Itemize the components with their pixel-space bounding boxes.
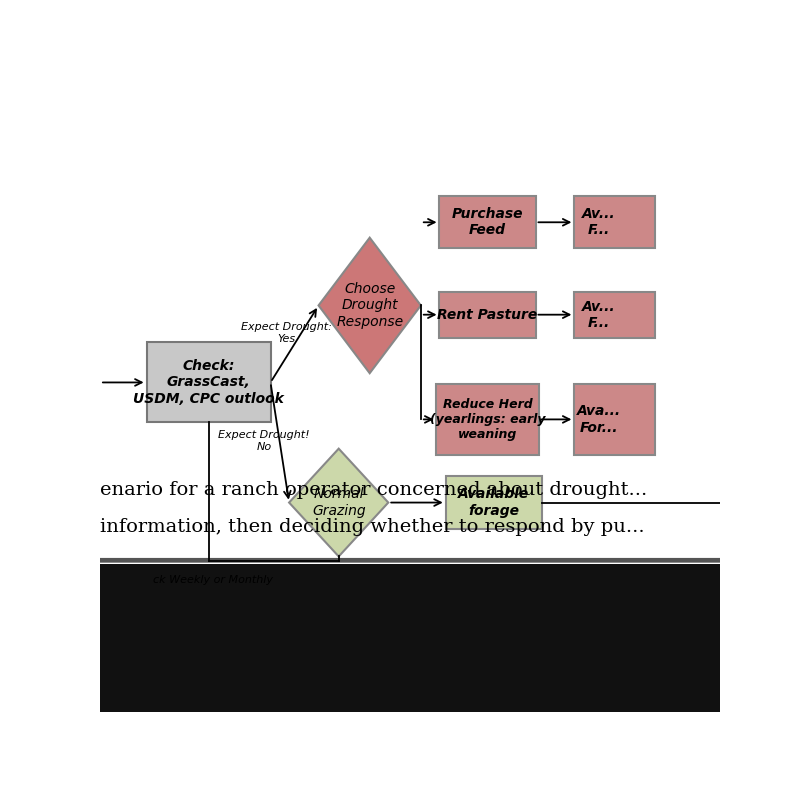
Text: Normal
Grazing: Normal Grazing — [312, 487, 366, 518]
Text: ck Weekly or Monthly: ck Weekly or Monthly — [153, 574, 273, 585]
Text: Expect Drought:
Yes: Expect Drought: Yes — [241, 322, 331, 344]
Bar — [574, 384, 655, 455]
Bar — [574, 291, 655, 338]
Text: enario for a ranch operator concerned about drought...: enario for a ranch operator concerned ab… — [100, 482, 647, 499]
Text: Av...
F...: Av... F... — [582, 299, 616, 330]
Bar — [146, 342, 270, 422]
Bar — [436, 384, 538, 455]
Text: Purchase
Feed: Purchase Feed — [452, 207, 523, 238]
Bar — [439, 291, 535, 338]
Bar — [100, 96, 720, 561]
Text: Reduce Herd
(yearlings: early
weaning: Reduce Herd (yearlings: early weaning — [430, 398, 546, 441]
Bar — [100, 564, 720, 712]
Text: Expect Drought!
No: Expect Drought! No — [218, 430, 310, 452]
Text: Av...
F...: Av... F... — [582, 207, 616, 238]
Polygon shape — [318, 238, 421, 373]
Bar — [446, 476, 542, 529]
Polygon shape — [289, 449, 388, 557]
Text: information, then deciding whether to respond by pu...: information, then deciding whether to re… — [100, 518, 645, 536]
Text: Check:
GrassCast,
USDM, CPC outlook: Check: GrassCast, USDM, CPC outlook — [133, 359, 284, 406]
Text: Available
forage: Available forage — [458, 487, 530, 518]
Text: Rent Pasture: Rent Pasture — [438, 308, 538, 322]
Bar — [574, 196, 655, 249]
Text: Choose
Drought
Response: Choose Drought Response — [336, 282, 403, 329]
Text: Ava...
For...: Ava... For... — [577, 404, 621, 434]
Bar — [439, 196, 535, 249]
